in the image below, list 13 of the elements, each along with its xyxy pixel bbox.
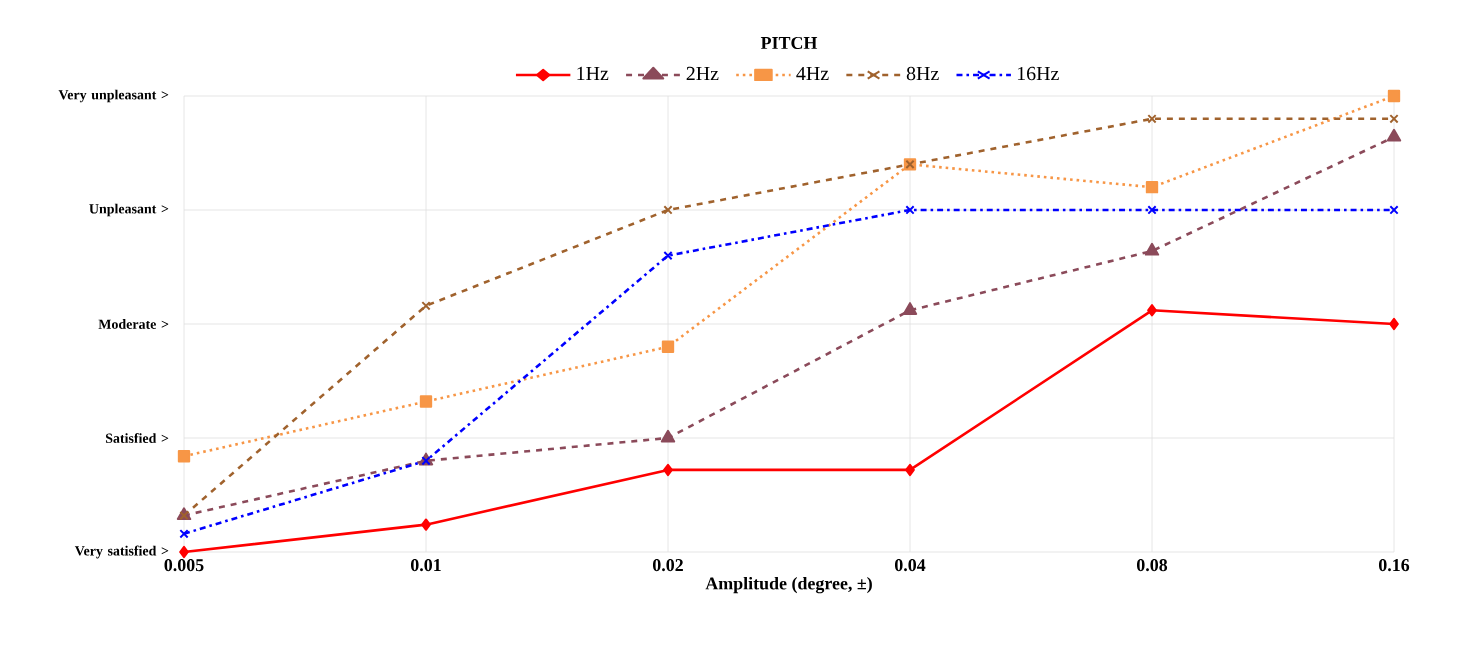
x-tick-label: 0.02 [653,559,683,572]
legend-label: 1Hz [577,66,609,81]
x-axis-title: Amplitude (degree, ±) [705,576,872,594]
x-tick-label: 0.08 [1137,559,1168,572]
legend-label: 2Hz [686,66,719,81]
legend-label: 4Hz [796,66,829,81]
x-tick-label: 0.005 [164,559,204,572]
legend-label: 8Hz [906,66,939,81]
x-tick-label: 0.04 [895,559,926,572]
x-tick-label: 0.01 [411,559,441,572]
chart-title: PITCH [760,36,818,50]
legend-label: 16Hz [1017,66,1059,81]
x-tick-label: 0.16 [1379,559,1410,572]
